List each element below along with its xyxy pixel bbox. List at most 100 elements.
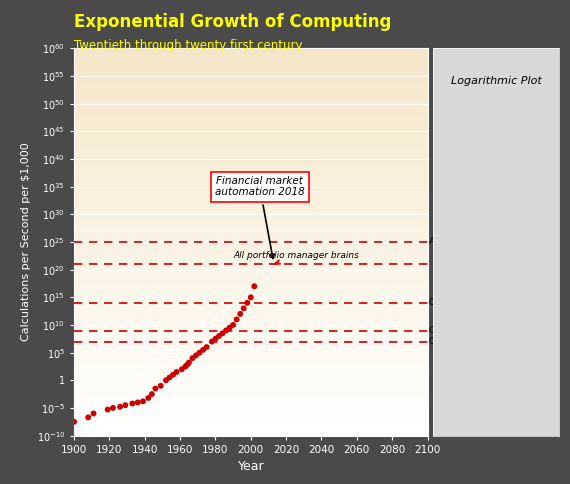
- Text: One Insect Brain: One Insect Brain: [429, 337, 504, 346]
- Bar: [74, 381, 428, 383]
- Bar: [74, 335, 428, 337]
- Bar: [74, 168, 428, 170]
- Bar: [74, 172, 428, 174]
- Bar: [74, 56, 428, 58]
- Bar: [74, 410, 428, 412]
- Bar: [74, 242, 428, 244]
- Bar: [74, 341, 428, 343]
- Point: [243, 299, 252, 307]
- Bar: [74, 401, 428, 403]
- Point: [139, 397, 148, 405]
- Bar: [74, 393, 428, 395]
- Point: [89, 409, 98, 417]
- Point: [151, 385, 160, 393]
- Bar: [74, 58, 428, 60]
- Bar: [74, 327, 428, 329]
- Bar: [74, 405, 428, 407]
- Bar: [74, 128, 428, 130]
- Point: [202, 343, 211, 351]
- Point: [108, 404, 117, 412]
- Bar: [74, 110, 428, 112]
- Bar: [74, 149, 428, 151]
- Bar: [74, 399, 428, 401]
- Bar: [74, 408, 428, 410]
- Bar: [74, 310, 428, 312]
- Bar: [74, 422, 428, 424]
- Bar: [74, 240, 428, 242]
- Bar: [74, 207, 428, 209]
- Bar: [74, 190, 428, 192]
- Bar: [74, 219, 428, 221]
- Bar: [74, 354, 428, 356]
- Bar: [74, 91, 428, 93]
- Bar: [74, 368, 428, 370]
- Text: Logarithmic Plot: Logarithmic Plot: [450, 76, 542, 86]
- Bar: [74, 350, 428, 352]
- Bar: [74, 221, 428, 223]
- Bar: [74, 321, 428, 323]
- Bar: [74, 273, 428, 275]
- Point: [214, 332, 223, 340]
- Bar: [74, 389, 428, 391]
- Bar: [74, 48, 428, 50]
- Bar: [74, 227, 428, 228]
- Bar: [74, 318, 428, 319]
- Bar: [74, 116, 428, 118]
- Point: [133, 398, 142, 406]
- Bar: [74, 412, 428, 414]
- Bar: [74, 430, 428, 432]
- Bar: [74, 232, 428, 234]
- Bar: [74, 93, 428, 95]
- Bar: [74, 244, 428, 246]
- Bar: [74, 108, 428, 110]
- Bar: [74, 215, 428, 217]
- Bar: [74, 151, 428, 153]
- Bar: [74, 196, 428, 197]
- Bar: [74, 170, 428, 172]
- Bar: [74, 298, 428, 300]
- Text: Twentieth through twenty first century: Twentieth through twenty first century: [74, 39, 303, 52]
- Point: [218, 330, 227, 337]
- Bar: [74, 302, 428, 304]
- Bar: [74, 52, 428, 54]
- Bar: [74, 269, 428, 271]
- Y-axis label: Calculations per Second per $1,000: Calculations per Second per $1,000: [21, 143, 31, 341]
- Bar: [74, 186, 428, 188]
- Point: [195, 349, 204, 357]
- Bar: [74, 139, 428, 141]
- Bar: [74, 70, 428, 72]
- Bar: [74, 308, 428, 310]
- Bar: [74, 277, 428, 279]
- Point: [169, 371, 178, 378]
- Bar: [74, 383, 428, 385]
- Bar: [74, 192, 428, 194]
- Point: [144, 394, 153, 402]
- Bar: [74, 228, 428, 230]
- Bar: [74, 62, 428, 64]
- Bar: [74, 211, 428, 213]
- Bar: [74, 103, 428, 105]
- Bar: [74, 50, 428, 52]
- Bar: [74, 376, 428, 378]
- Point: [156, 382, 165, 390]
- Bar: [74, 259, 428, 261]
- Text: Exponential Growth of Computing: Exponential Growth of Computing: [74, 14, 392, 31]
- Point: [182, 361, 192, 369]
- Bar: [74, 81, 428, 83]
- Bar: [74, 105, 428, 106]
- Point: [211, 335, 220, 343]
- Bar: [74, 250, 428, 252]
- Bar: [74, 236, 428, 238]
- Text: All portfolio manager brains: All portfolio manager brains: [233, 251, 359, 264]
- Bar: [74, 300, 428, 302]
- Bar: [74, 323, 428, 325]
- Bar: [74, 304, 428, 306]
- Point: [147, 390, 156, 398]
- Bar: [74, 147, 428, 149]
- Bar: [74, 199, 428, 201]
- Bar: [74, 122, 428, 124]
- Bar: [74, 345, 428, 347]
- Bar: [74, 370, 428, 372]
- Point: [161, 377, 170, 384]
- Bar: [74, 246, 428, 248]
